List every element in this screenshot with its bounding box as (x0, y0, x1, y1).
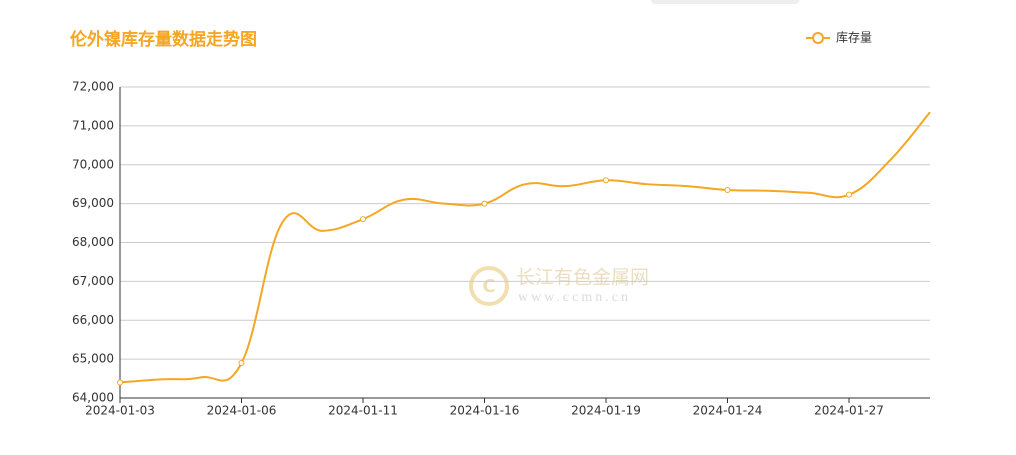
x-tick-label: 2024-01-24 (693, 404, 763, 418)
data-point (604, 178, 609, 183)
x-tick-label: 2024-01-03 (85, 404, 155, 418)
x-tick-label: 2024-01-27 (814, 404, 884, 418)
x-tick-label: 2024-01-19 (571, 404, 641, 418)
data-point (239, 361, 244, 366)
y-tick-label: 66,000 (72, 313, 114, 327)
data-point (361, 217, 366, 222)
y-tick-label: 70,000 (72, 157, 114, 171)
top-shadow (650, 0, 800, 4)
y-tick-label: 67,000 (72, 274, 114, 288)
watermark-name: 长江有色金属网 (516, 267, 649, 289)
x-tick-label: 2024-01-06 (207, 404, 277, 418)
y-tick-label: 69,000 (72, 196, 114, 210)
x-tick-label: 2024-01-11 (328, 404, 398, 418)
data-point (725, 188, 730, 193)
y-tick-label: 65,000 (72, 352, 114, 366)
data-point (482, 201, 487, 206)
watermark: C 长江有色金属网 www.ccmn.cn (471, 267, 649, 306)
y-tick-label: 72,000 (72, 80, 114, 94)
legend-label: 库存量 (836, 30, 872, 45)
chart-title: 伦外镍库存量数据走势图 (70, 29, 257, 50)
series-line (120, 112, 930, 382)
data-point (118, 380, 123, 385)
legend-marker (813, 33, 823, 43)
watermark-url: www.ccmn.cn (518, 290, 631, 305)
data-point (847, 192, 852, 197)
y-tick-label: 71,000 (72, 118, 114, 132)
watermark-logo-letter: C (482, 276, 495, 297)
x-tick-label: 2024-01-16 (450, 404, 520, 418)
y-tick-label: 68,000 (72, 235, 114, 249)
y-tick-label: 64,000 (72, 391, 114, 405)
